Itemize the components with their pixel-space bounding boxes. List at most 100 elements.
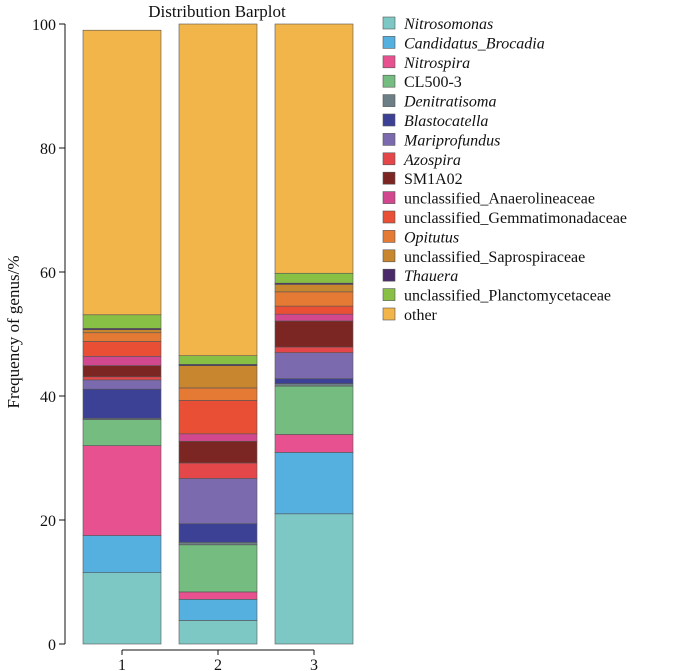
bar-segment (178, 544, 258, 593)
legend-item: Opitutus (382, 229, 459, 246)
bar-segment (178, 23, 258, 357)
legend-label: Candidatus_Brocadia (404, 35, 545, 52)
bar-segment (82, 445, 162, 536)
chart-title: Distribution Barplot (148, 2, 286, 21)
legend-label: Azospira (403, 152, 461, 169)
legend-swatch (382, 210, 396, 224)
legend-swatch (382, 113, 396, 127)
legend-item: Nitrosomonas (382, 16, 493, 33)
legend-item: Thauera (382, 268, 458, 285)
y-tick-label: 0 (48, 637, 56, 654)
legend-swatch (382, 288, 396, 301)
bar-segment (274, 305, 354, 315)
legend-item: other (382, 307, 438, 324)
bar-segment (82, 388, 162, 419)
bar-segment (82, 356, 162, 366)
legend-item: Mariprofundus (382, 132, 500, 149)
legend-label: unclassified_Gemmatimonadaceae (404, 210, 627, 227)
legend-swatch (382, 55, 396, 69)
bar-segment (274, 284, 354, 293)
bar-stack-3 (274, 23, 354, 645)
bar-segment (178, 523, 258, 543)
bar-segment (82, 314, 162, 329)
legend-swatch (382, 16, 396, 30)
legend-swatch (382, 191, 396, 204)
legend-swatch (382, 249, 396, 263)
x-tick-label: 1 (118, 657, 126, 671)
bar-segment (178, 620, 258, 645)
bar-segment (178, 591, 258, 600)
bar-segment (274, 434, 354, 453)
bar-segment (274, 352, 354, 379)
legend-item: unclassified_Planctomycetaceae (382, 288, 611, 305)
bar-segment (82, 329, 162, 334)
bar-segment (274, 452, 354, 515)
bar-segment (178, 440, 258, 464)
bar-segment (274, 272, 354, 284)
y-tick-label: 40 (40, 389, 56, 406)
bar-segment (178, 462, 258, 479)
legend: Nitrosomonas Candidatus_Brocadia Nitrospir… (382, 16, 627, 324)
legend-item: unclassified_Anaerolineaceae (382, 191, 595, 208)
legend-label: Denitratisoma (403, 94, 496, 111)
bar-segment (274, 23, 354, 274)
legend-swatch (382, 230, 396, 243)
legend-label: Nitrosomonas (403, 16, 493, 33)
legend-swatch (382, 94, 396, 107)
legend-item: Nitrospira (382, 55, 470, 72)
bar-segment (274, 291, 354, 307)
bar-segment (178, 400, 258, 435)
bar-segment (178, 355, 258, 365)
legend-swatch (382, 171, 396, 185)
bar-segment (82, 535, 162, 574)
y-axis: 0 20 40 60 80 100 (32, 17, 66, 654)
legend-item: Blastocatella (382, 113, 488, 130)
bar-segment (82, 379, 162, 390)
bar-segment (274, 346, 354, 353)
legend-label: unclassified_Anaerolineaceae (404, 191, 595, 208)
y-tick-label: 20 (40, 513, 56, 530)
bar-segment (82, 29, 162, 316)
bar-segment (82, 332, 162, 342)
legend-swatch (382, 133, 396, 146)
legend-label: Mariprofundus (403, 132, 500, 149)
y-tick-label: 60 (40, 265, 56, 282)
legend-item: SM1A02 (382, 171, 463, 188)
legend-label: Opitutus (404, 229, 459, 246)
legend-swatch (382, 74, 396, 88)
y-tick-label: 80 (40, 141, 56, 158)
x-tick-label: 2 (214, 657, 222, 671)
legend-item: Candidatus_Brocadia (382, 35, 545, 52)
bar-segment (82, 572, 162, 645)
y-axis-label: Frequency of genus/% (4, 256, 23, 409)
bar-segment (178, 387, 258, 401)
legend-swatch (382, 268, 396, 282)
bar-segment (82, 376, 162, 381)
legend-swatch (382, 307, 396, 321)
legend-label: Blastocatella (404, 113, 488, 130)
bar-segment (178, 542, 258, 546)
bar-segment (178, 599, 258, 621)
legend-item: Azospira (382, 152, 461, 169)
bars-group (82, 23, 354, 645)
bar-segment (178, 478, 258, 525)
legend-swatch (382, 152, 396, 166)
bar-stack-2 (178, 23, 258, 645)
bar-segment (82, 341, 162, 357)
legend-label: other (404, 307, 438, 324)
bar-segment (274, 383, 354, 387)
x-axis: 1 2 3 (118, 649, 318, 671)
legend-label: Nitrospira (403, 55, 470, 72)
legend-item: unclassified_Saprospiraceae (382, 249, 585, 266)
bar-segment (274, 313, 354, 322)
bar-segment (274, 378, 354, 384)
x-tick-label: 3 (310, 657, 318, 671)
bar-segment (274, 513, 354, 645)
legend-label: unclassified_Planctomycetaceae (404, 288, 611, 305)
bar-segment (82, 419, 162, 446)
legend-label: CL500-3 (404, 74, 462, 91)
bar-segment (274, 385, 354, 435)
legend-item: CL500-3 (382, 74, 462, 91)
legend-item: Denitratisoma (382, 94, 496, 111)
